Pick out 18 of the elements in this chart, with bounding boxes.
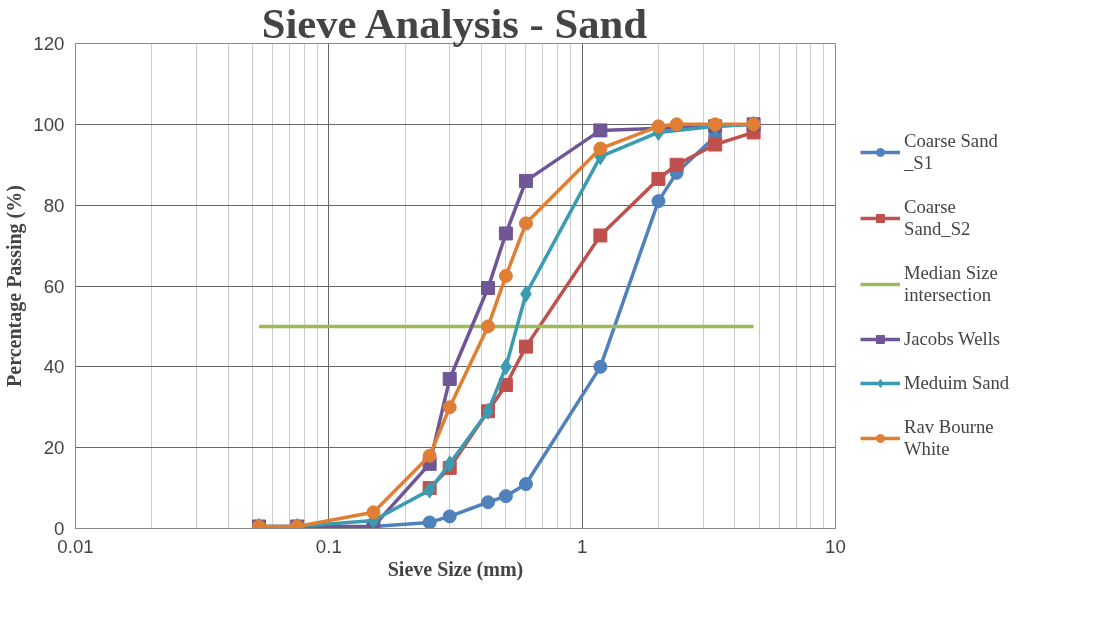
legend-label: Coarse Sand_S2 xyxy=(904,195,972,240)
legend-label: Median Size intersection xyxy=(904,261,999,306)
x-axis-title: Sieve Size (mm) xyxy=(387,557,524,581)
y-axis-title: Percentage Passing (%) xyxy=(3,185,27,387)
legend-label: Meduim Sand xyxy=(904,371,1011,394)
chart-title: Sieve Analysis - Sand xyxy=(261,0,648,47)
y-tick-label: 100 xyxy=(33,113,65,135)
y-tick-label: 60 xyxy=(43,275,65,297)
legend-label: Rav Bourne White xyxy=(904,415,995,460)
x-tick-label: 1 xyxy=(576,535,588,557)
y-tick-label: 40 xyxy=(43,356,65,378)
x-tick-label: 0.1 xyxy=(315,535,342,557)
legend-label: Coarse Sand _S1 xyxy=(904,129,999,174)
y-tick-label: 80 xyxy=(43,194,65,216)
y-tick-label: 120 xyxy=(33,33,65,54)
x-tick-label: 10 xyxy=(825,535,846,557)
y-tick-label: 20 xyxy=(43,437,65,459)
legend-label: Jacobs Wells xyxy=(904,327,1002,350)
